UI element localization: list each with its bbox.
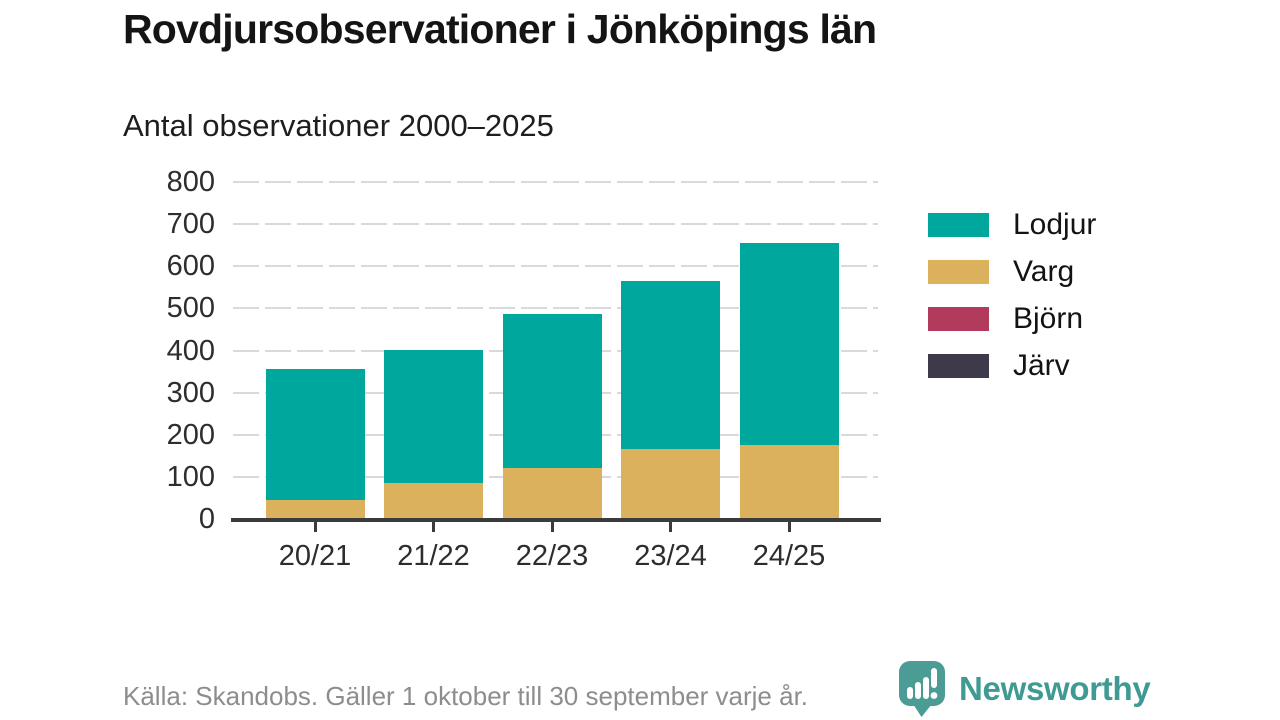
x-tick-22-23 [550,522,554,532]
legend-swatch-järv [928,354,989,378]
legend-item-björn: Björn [928,302,1083,335]
bar-segment-lodjur-21-22 [384,350,483,483]
source-note: Källa: Skandobs. Gäller 1 oktober till 3… [123,681,809,711]
x-tick-21-22 [432,522,435,532]
legend-item-lodjur: Lodjur [928,208,1096,241]
x-tick-label-23-24: 23/24 [634,540,707,572]
legend-label-lodjur: Lodjur [1013,208,1097,241]
bar-segment-lodjur-24-25 [739,243,839,445]
newsworthy-wordmark: Newsworthy [959,669,1151,707]
bar-segment-lodjur-23-24 [621,281,720,449]
y-tick-label-300: 300 [166,376,215,409]
legend-label-björn: Björn [1013,302,1084,335]
y-tick-label-500: 500 [166,292,215,325]
y-tick-label-200: 200 [166,418,215,451]
newsworthy-logo-icon [899,661,945,717]
bar-segment-varg-22-23 [502,468,602,519]
bar-segment-varg-24-25 [739,445,839,519]
chart-subtitle: Antal observationer 2000–2025 [123,108,554,143]
y-tick-label-600: 600 [166,250,215,283]
legend-label-varg: Varg [1013,255,1075,288]
legend-item-järv: Järv [928,349,1070,382]
bar-segment-varg-20-21 [265,500,365,519]
newsworthy-logo: Newsworthy [898,660,1151,717]
legend-label-järv: Järv [1013,349,1070,382]
y-gridline-700 [233,223,878,226]
chart-title: Rovdjursobservationer i Jönköpings län [123,6,877,52]
legend-item-varg: Varg [928,255,1074,288]
bar-segment-varg-21-22 [384,483,483,519]
y-tick-label-0: 0 [198,503,215,535]
x-tick-label-21-22: 21/22 [397,540,470,572]
legend-swatch-björn [928,307,989,331]
bar-segment-varg-23-24 [621,449,720,519]
x-tick-23-24 [669,522,672,532]
x-tick-label-20-21: 20/21 [278,540,352,572]
y-tick-label-400: 400 [166,334,215,367]
x-axis-line [231,518,881,522]
y-gridline-500 [233,307,878,310]
y-gridline-800 [233,181,878,183]
legend-swatch-lodjur [928,213,989,237]
bar-segment-lodjur-20-21 [265,369,365,500]
x-tick-label-22-23: 22/23 [515,540,589,572]
bar-segment-lodjur-22-23 [502,314,602,468]
x-tick-24-25 [787,522,791,532]
y-gridline-600 [233,265,878,268]
y-tick-label-800: 800 [166,166,215,198]
x-tick-20-21 [313,522,317,532]
x-tick-label-24-25: 24/25 [752,540,826,572]
y-tick-label-100: 100 [166,460,215,493]
bar-chart-plot-area [233,181,878,519]
legend-swatch-varg [928,260,989,284]
y-tick-label-700: 700 [166,208,215,241]
